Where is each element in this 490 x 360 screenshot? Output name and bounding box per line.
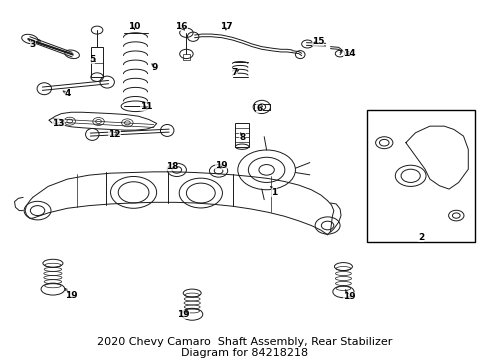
Bar xyxy=(235,123,249,147)
Text: 11: 11 xyxy=(140,102,153,111)
Text: 4: 4 xyxy=(64,89,71,98)
Text: 12: 12 xyxy=(108,130,121,139)
Text: 7: 7 xyxy=(231,68,238,77)
Text: 19: 19 xyxy=(177,310,190,319)
Text: 2: 2 xyxy=(418,233,424,242)
Text: 8: 8 xyxy=(240,133,245,142)
Text: 19: 19 xyxy=(215,161,227,170)
Text: 6: 6 xyxy=(256,104,263,113)
Bar xyxy=(368,109,475,242)
Text: 16: 16 xyxy=(175,22,188,31)
Text: 14: 14 xyxy=(343,49,356,58)
Bar xyxy=(183,54,190,60)
Text: 5: 5 xyxy=(89,55,96,64)
Text: 10: 10 xyxy=(128,22,141,31)
Text: 13: 13 xyxy=(52,119,65,128)
Text: 9: 9 xyxy=(151,63,158,72)
Text: 2020 Chevy Camaro  Shaft Assembly, Rear Stabilizer
Diagram for 84218218: 2020 Chevy Camaro Shaft Assembly, Rear S… xyxy=(98,337,392,358)
Text: 18: 18 xyxy=(166,162,178,171)
Text: 17: 17 xyxy=(220,22,233,31)
Text: 15: 15 xyxy=(312,37,324,46)
Text: 1: 1 xyxy=(270,188,277,197)
Text: 19: 19 xyxy=(65,291,77,300)
Text: 19: 19 xyxy=(343,292,356,301)
Text: 3: 3 xyxy=(29,40,36,49)
Bar xyxy=(91,47,103,77)
